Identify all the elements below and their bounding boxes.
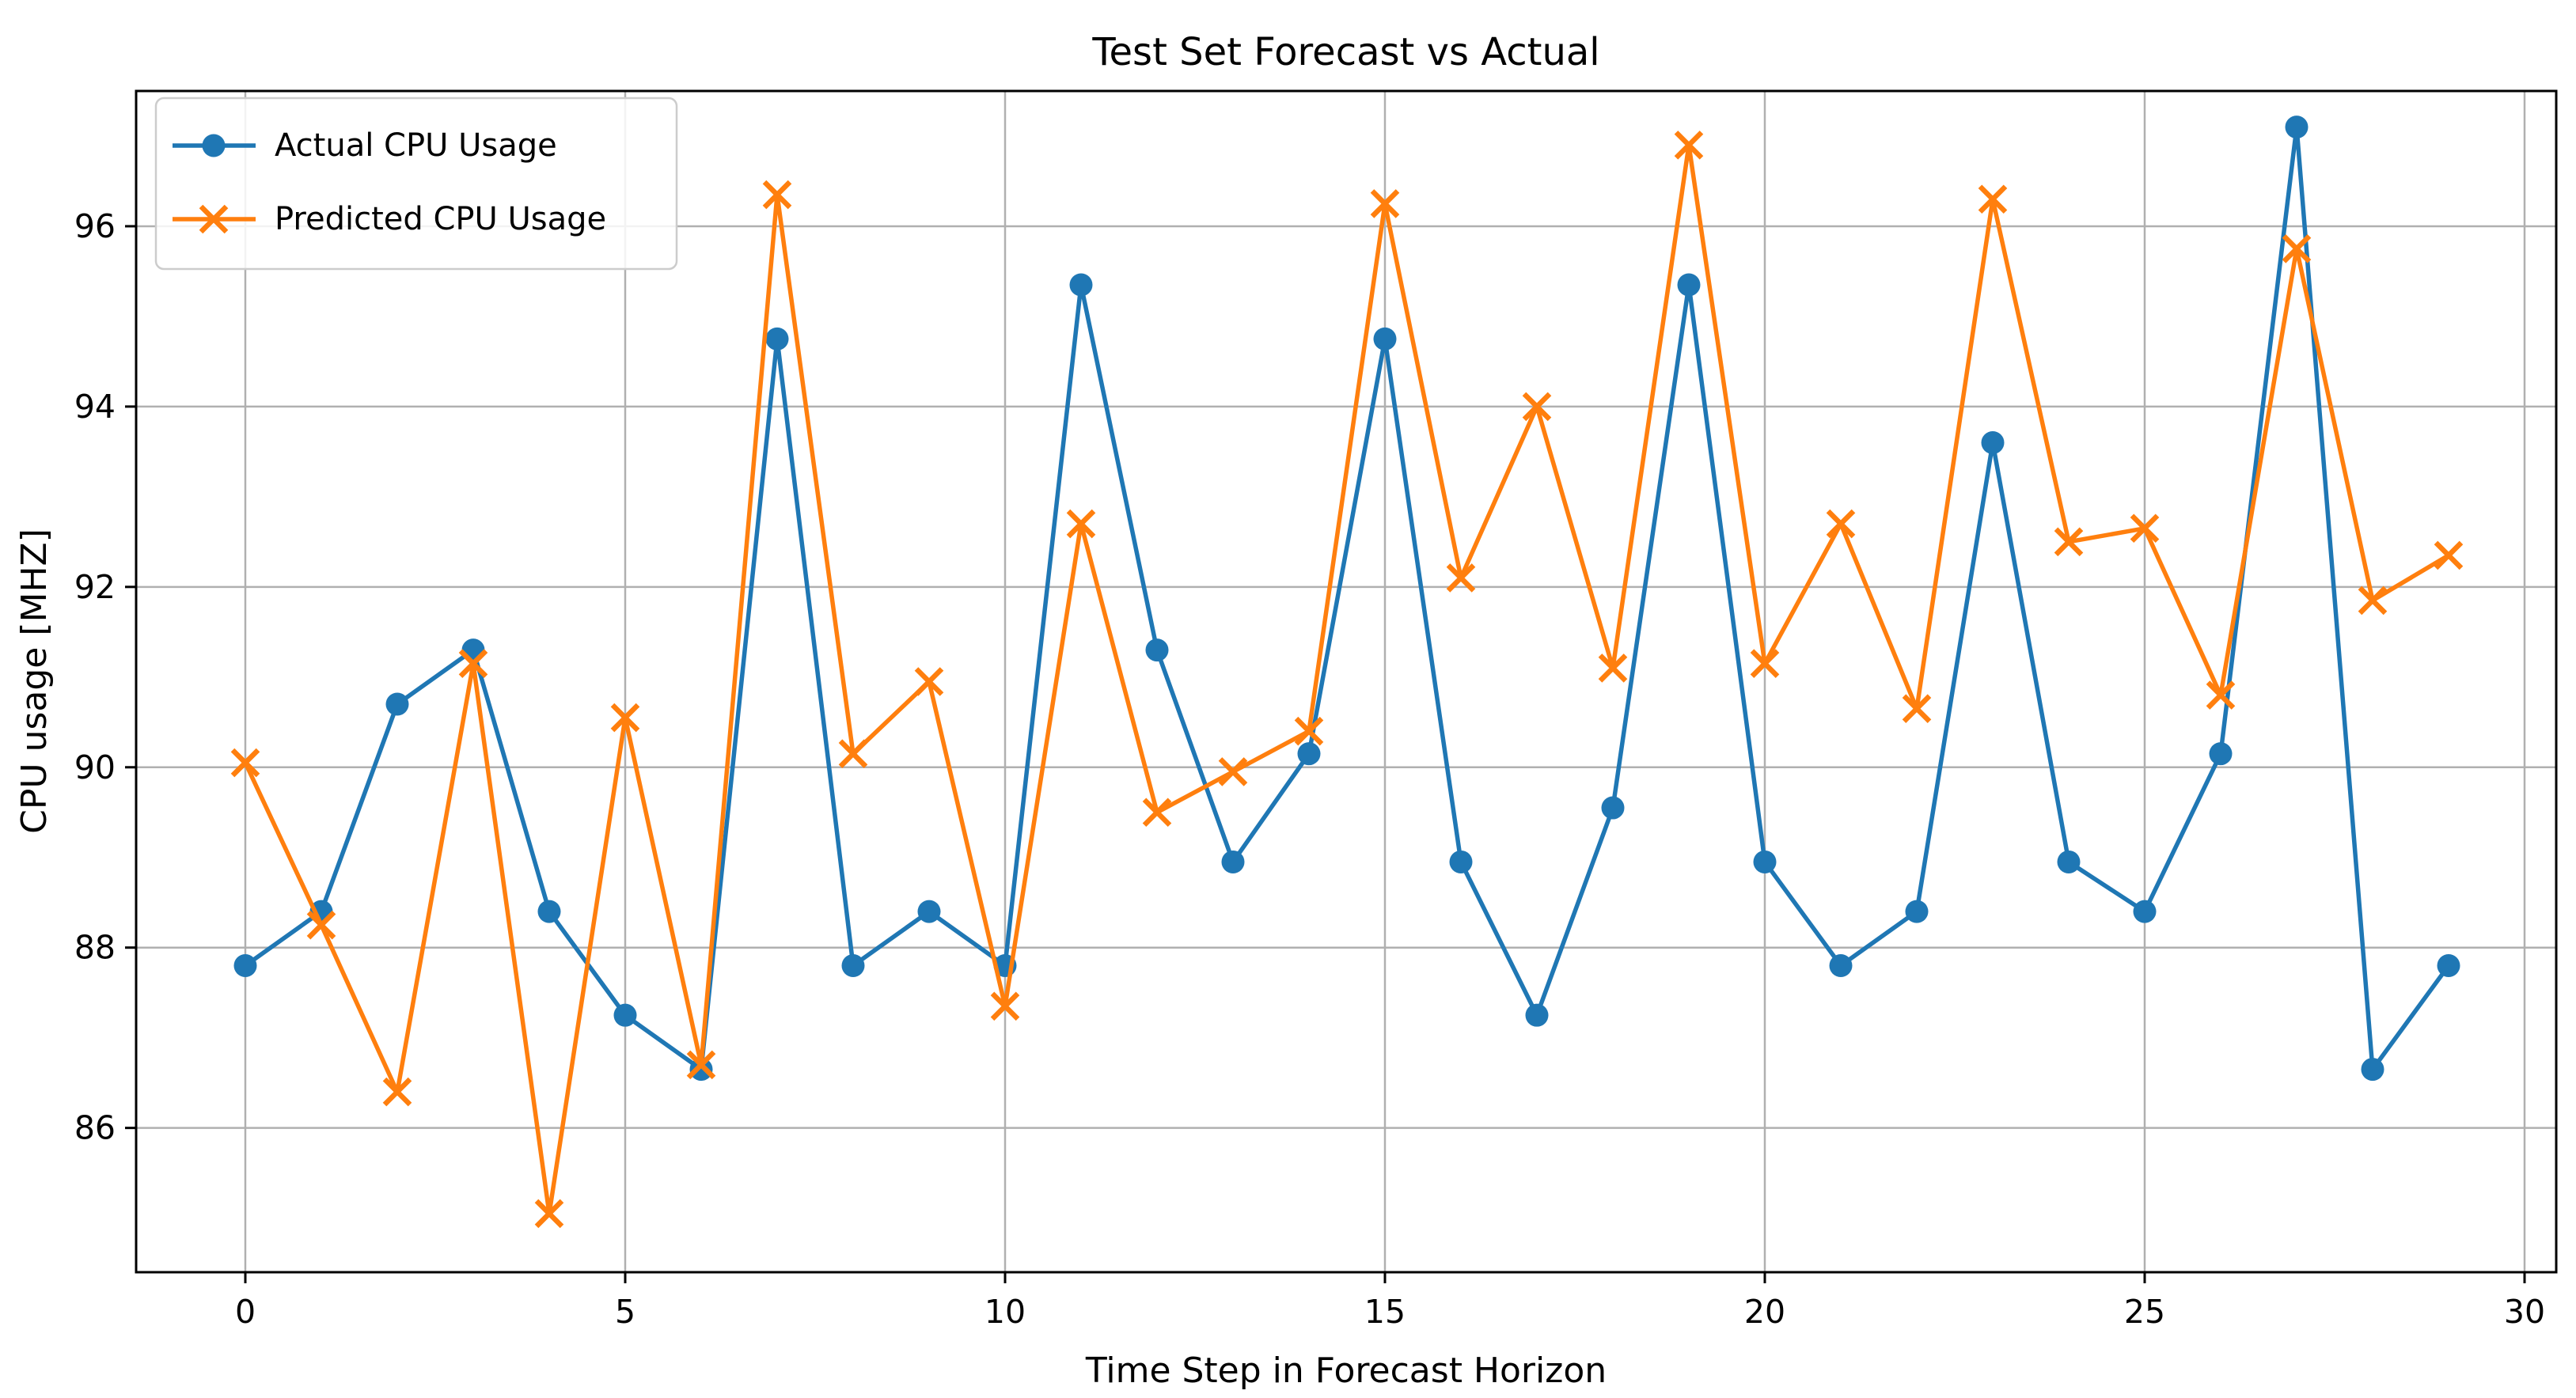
data-point-marker xyxy=(762,180,792,210)
data-point-marker xyxy=(990,991,1020,1021)
data-point-marker xyxy=(765,327,789,350)
data-point-marker xyxy=(2437,954,2460,978)
data-point-marker xyxy=(1221,850,1245,873)
data-point-marker xyxy=(838,739,868,768)
data-point-marker xyxy=(385,692,409,716)
y-axis-label: CPU usage [MHZ] xyxy=(14,529,55,834)
legend-label-actual: Actual CPU Usage xyxy=(275,127,557,164)
data-point-marker xyxy=(914,667,944,696)
data-point-marker xyxy=(686,1050,716,1080)
data-point-marker xyxy=(1826,509,1856,539)
data-point-marker xyxy=(534,1199,564,1229)
data-point-marker xyxy=(1446,563,1476,593)
legend-frame xyxy=(154,97,678,271)
x-axis-label: Time Step in Forecast Horizon xyxy=(1085,1351,1607,1391)
series-layer xyxy=(230,116,2464,1229)
data-point-marker xyxy=(2358,585,2388,616)
axes-spines xyxy=(135,89,2558,1274)
data-point-marker xyxy=(537,900,561,923)
data-point-marker xyxy=(613,1003,637,1027)
data-point-marker xyxy=(1449,850,1473,873)
legend-marker-x-icon xyxy=(199,204,229,234)
y-tick-label: 94 xyxy=(74,388,116,426)
data-point-marker xyxy=(1069,273,1093,297)
data-point-marker xyxy=(1066,509,1096,539)
data-point-marker xyxy=(610,703,640,733)
series-actual xyxy=(233,116,2460,1082)
data-point-marker xyxy=(1753,850,1777,873)
data-point-marker xyxy=(1145,638,1169,662)
data-point-marker xyxy=(458,649,488,679)
data-point-marker xyxy=(2434,540,2464,570)
x-tick-label: 25 xyxy=(2124,1293,2165,1331)
data-point-marker xyxy=(1978,184,2008,214)
legend: Actual CPU Usage Predicted CPU Usage xyxy=(154,97,678,271)
data-point-marker xyxy=(689,1058,713,1082)
data-point-marker xyxy=(1297,742,1321,766)
legend-label-predicted: Predicted CPU Usage xyxy=(275,201,606,237)
data-point-marker xyxy=(1370,189,1400,218)
data-point-marker xyxy=(1674,131,1704,160)
x-tick-label: 15 xyxy=(1364,1293,1406,1331)
data-point-marker xyxy=(1677,273,1701,297)
data-point-marker xyxy=(917,900,941,923)
data-point-marker xyxy=(1601,796,1625,820)
data-point-marker xyxy=(1373,327,1397,350)
data-point-marker xyxy=(1525,1003,1549,1027)
plot-border xyxy=(135,89,2558,1274)
data-point-marker xyxy=(1905,900,1929,923)
y-tick-label: 86 xyxy=(74,1109,116,1147)
data-point-marker xyxy=(230,748,260,778)
data-point-marker xyxy=(2133,900,2157,923)
data-point-marker xyxy=(1829,954,1853,978)
data-point-marker xyxy=(2130,513,2160,544)
series-predicted xyxy=(230,131,2464,1229)
data-point-marker xyxy=(233,954,257,978)
data-point-marker xyxy=(2209,742,2233,766)
y-tick-label: 88 xyxy=(74,929,116,967)
y-tick-label: 92 xyxy=(74,568,116,606)
y-tick-label: 96 xyxy=(74,207,116,245)
data-point-marker xyxy=(1142,798,1172,828)
tick-layer: 0 5 10 15 20 25 30 86 88 90 92 94 96 xyxy=(74,207,2545,1331)
data-point-marker xyxy=(1294,716,1324,746)
data-point-marker xyxy=(1981,430,2005,454)
data-point-marker xyxy=(2206,680,2236,710)
x-tick-label: 5 xyxy=(615,1293,635,1331)
y-tick-label: 90 xyxy=(74,748,116,786)
data-point-marker xyxy=(841,954,865,978)
series-line xyxy=(243,142,2451,1216)
data-point-marker xyxy=(2282,234,2312,263)
data-point-marker xyxy=(2054,527,2084,557)
data-point-marker xyxy=(306,910,336,940)
data-point-marker xyxy=(2285,116,2309,139)
grid-layer xyxy=(136,91,2556,1272)
data-point-marker xyxy=(1902,694,1932,723)
x-tick-label: 20 xyxy=(1744,1293,1785,1331)
x-tick-label: 0 xyxy=(235,1293,256,1331)
legend-marker-circle-icon xyxy=(202,134,226,157)
chart-title: Test Set Forecast vs Actual xyxy=(1091,30,1599,74)
data-point-marker xyxy=(1598,654,1628,683)
legend-item-actual: Actual CPU Usage xyxy=(173,127,557,164)
x-tick-label: 10 xyxy=(984,1293,1026,1331)
data-point-marker xyxy=(2361,1058,2384,1082)
data-point-marker xyxy=(1218,757,1248,786)
data-point-marker xyxy=(1750,649,1780,679)
data-point-marker xyxy=(1522,392,1552,422)
data-point-marker xyxy=(382,1077,412,1107)
legend-item-predicted: Predicted CPU Usage xyxy=(173,201,606,237)
data-point-marker xyxy=(2057,850,2081,873)
series-line xyxy=(243,124,2451,1072)
x-tick-label: 30 xyxy=(2504,1293,2545,1331)
